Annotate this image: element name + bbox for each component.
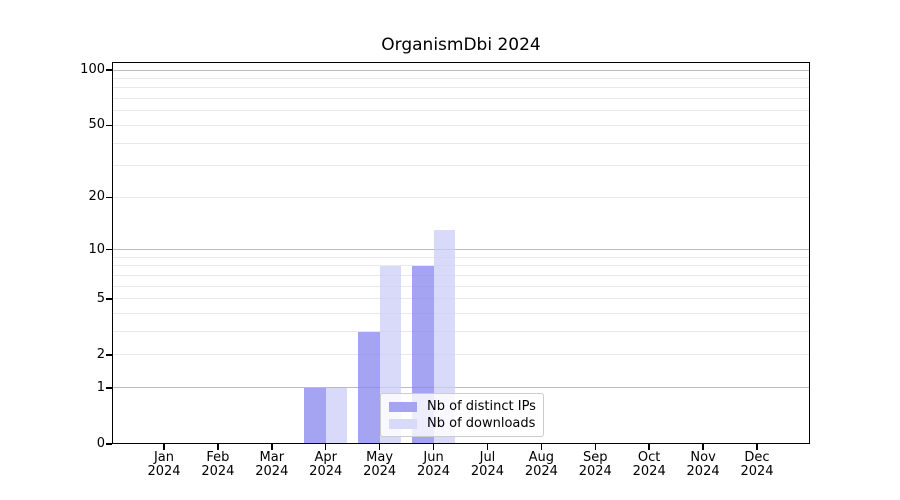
x-tick-mark [217,444,219,450]
year-label: 2024 [578,464,612,479]
minor-gridline [112,256,810,258]
minor-gridline [112,165,810,167]
minor-gridline [112,110,810,112]
y-tick-mark [106,387,112,389]
x-tick-mark [648,444,650,450]
bar-may-series0 [358,331,380,444]
y-tick-mark [106,196,112,199]
x-tick-mark [378,444,381,450]
legend-entry: Nb of distinct IPs [389,399,536,414]
bar-jun-series1 [433,230,456,444]
legend-entry: Nb of downloads [389,416,535,431]
month-label: Aug [528,450,555,465]
year-label: 2024 [686,464,720,479]
x-tick-label-aug: Aug 2024 [511,451,571,479]
month-label: Apr [314,450,337,465]
major-gridline [112,387,810,389]
minor-gridline [112,313,810,315]
x-tick-mark [324,444,327,450]
legend-swatch [389,418,417,429]
chart-title: OrganismDbi 2024 [381,35,541,55]
month-label: Nov [690,450,716,465]
y-tick-mark [106,69,112,71]
minor-gridline [112,87,810,89]
y-tick-mark [106,298,112,300]
plot-area [112,62,810,444]
legend: Nb of distinct IPs Nb of downloads [380,393,544,437]
x-tick-label-dec: Dec 2024 [727,451,787,479]
x-tick-mark [702,444,704,450]
x-tick-mark [432,444,435,450]
month-label: May [366,450,394,465]
y-tick-mark [106,354,112,356]
x-tick-label-oct: Oct 2024 [619,451,679,479]
month-label: Oct [637,450,661,465]
year-label: 2024 [309,464,343,479]
month-label: Feb [206,450,230,465]
month-label: Mar [259,450,285,465]
legend-label: Nb of downloads [427,416,536,431]
month-label: Dec [744,450,770,465]
minor-gridline [112,354,810,356]
x-tick-label-apr: Apr 2024 [296,451,356,479]
y-tick-label: 50 [88,117,105,133]
month-label: Sep [583,450,608,465]
y-tick-label: 20 [88,189,105,205]
minor-gridline [112,77,810,79]
y-tick-mark [106,443,112,445]
minor-gridline [112,265,810,267]
legend-label: Nb of distinct IPs [427,399,536,414]
minor-gridline [112,142,810,144]
major-gridline [112,249,810,251]
x-tick-label-may: May 2024 [350,451,410,479]
year-label: 2024 [201,464,235,479]
bar-apr-series0 [304,387,326,444]
year-label: 2024 [470,464,504,479]
year-label: 2024 [363,464,397,479]
year-label: 2024 [147,464,181,479]
legend-swatch [389,401,417,412]
minor-gridline [112,196,810,198]
minor-gridline [112,124,810,126]
y-tick-label: 100 [80,62,105,77]
month-label: Jul [479,450,496,465]
x-tick-label-jan: Jan 2024 [134,451,194,479]
year-label: 2024 [740,464,774,479]
x-tick-label-jul: Jul 2024 [457,451,517,479]
y-tick-label: 1 [96,379,105,395]
bar-apr-series1 [325,387,348,444]
x-tick-mark [540,444,543,450]
minor-gridline [112,274,810,276]
x-tick-mark [594,444,597,450]
month-label: Jun [423,450,444,465]
y-tick-label: 0 [96,436,105,451]
minor-gridline [112,331,810,333]
x-tick-mark [486,444,489,450]
minor-gridline [112,298,810,300]
year-label: 2024 [524,464,558,479]
x-tick-label-mar: Mar 2024 [242,451,302,479]
x-tick-label-nov: Nov 2024 [673,451,733,479]
major-gridline [112,69,810,71]
year-label: 2024 [632,464,666,479]
year-label: 2024 [255,464,289,479]
y-tick-label: 2 [96,346,105,362]
x-tick-mark [756,444,758,450]
y-tick-mark [106,248,112,251]
y-tick-label: 5 [96,290,105,306]
minor-gridline [112,98,810,100]
x-tick-mark [163,444,165,450]
x-tick-label-sep: Sep 2024 [565,451,625,479]
x-tick-label-jun: Jun 2024 [404,451,464,479]
minor-gridline [112,285,810,287]
year-label: 2024 [416,464,451,479]
x-tick-mark [271,444,273,450]
y-tick-label: 10 [88,241,105,257]
x-tick-label-feb: Feb 2024 [188,451,248,479]
y-tick-mark [106,124,112,127]
month-label: Jan [153,450,175,465]
